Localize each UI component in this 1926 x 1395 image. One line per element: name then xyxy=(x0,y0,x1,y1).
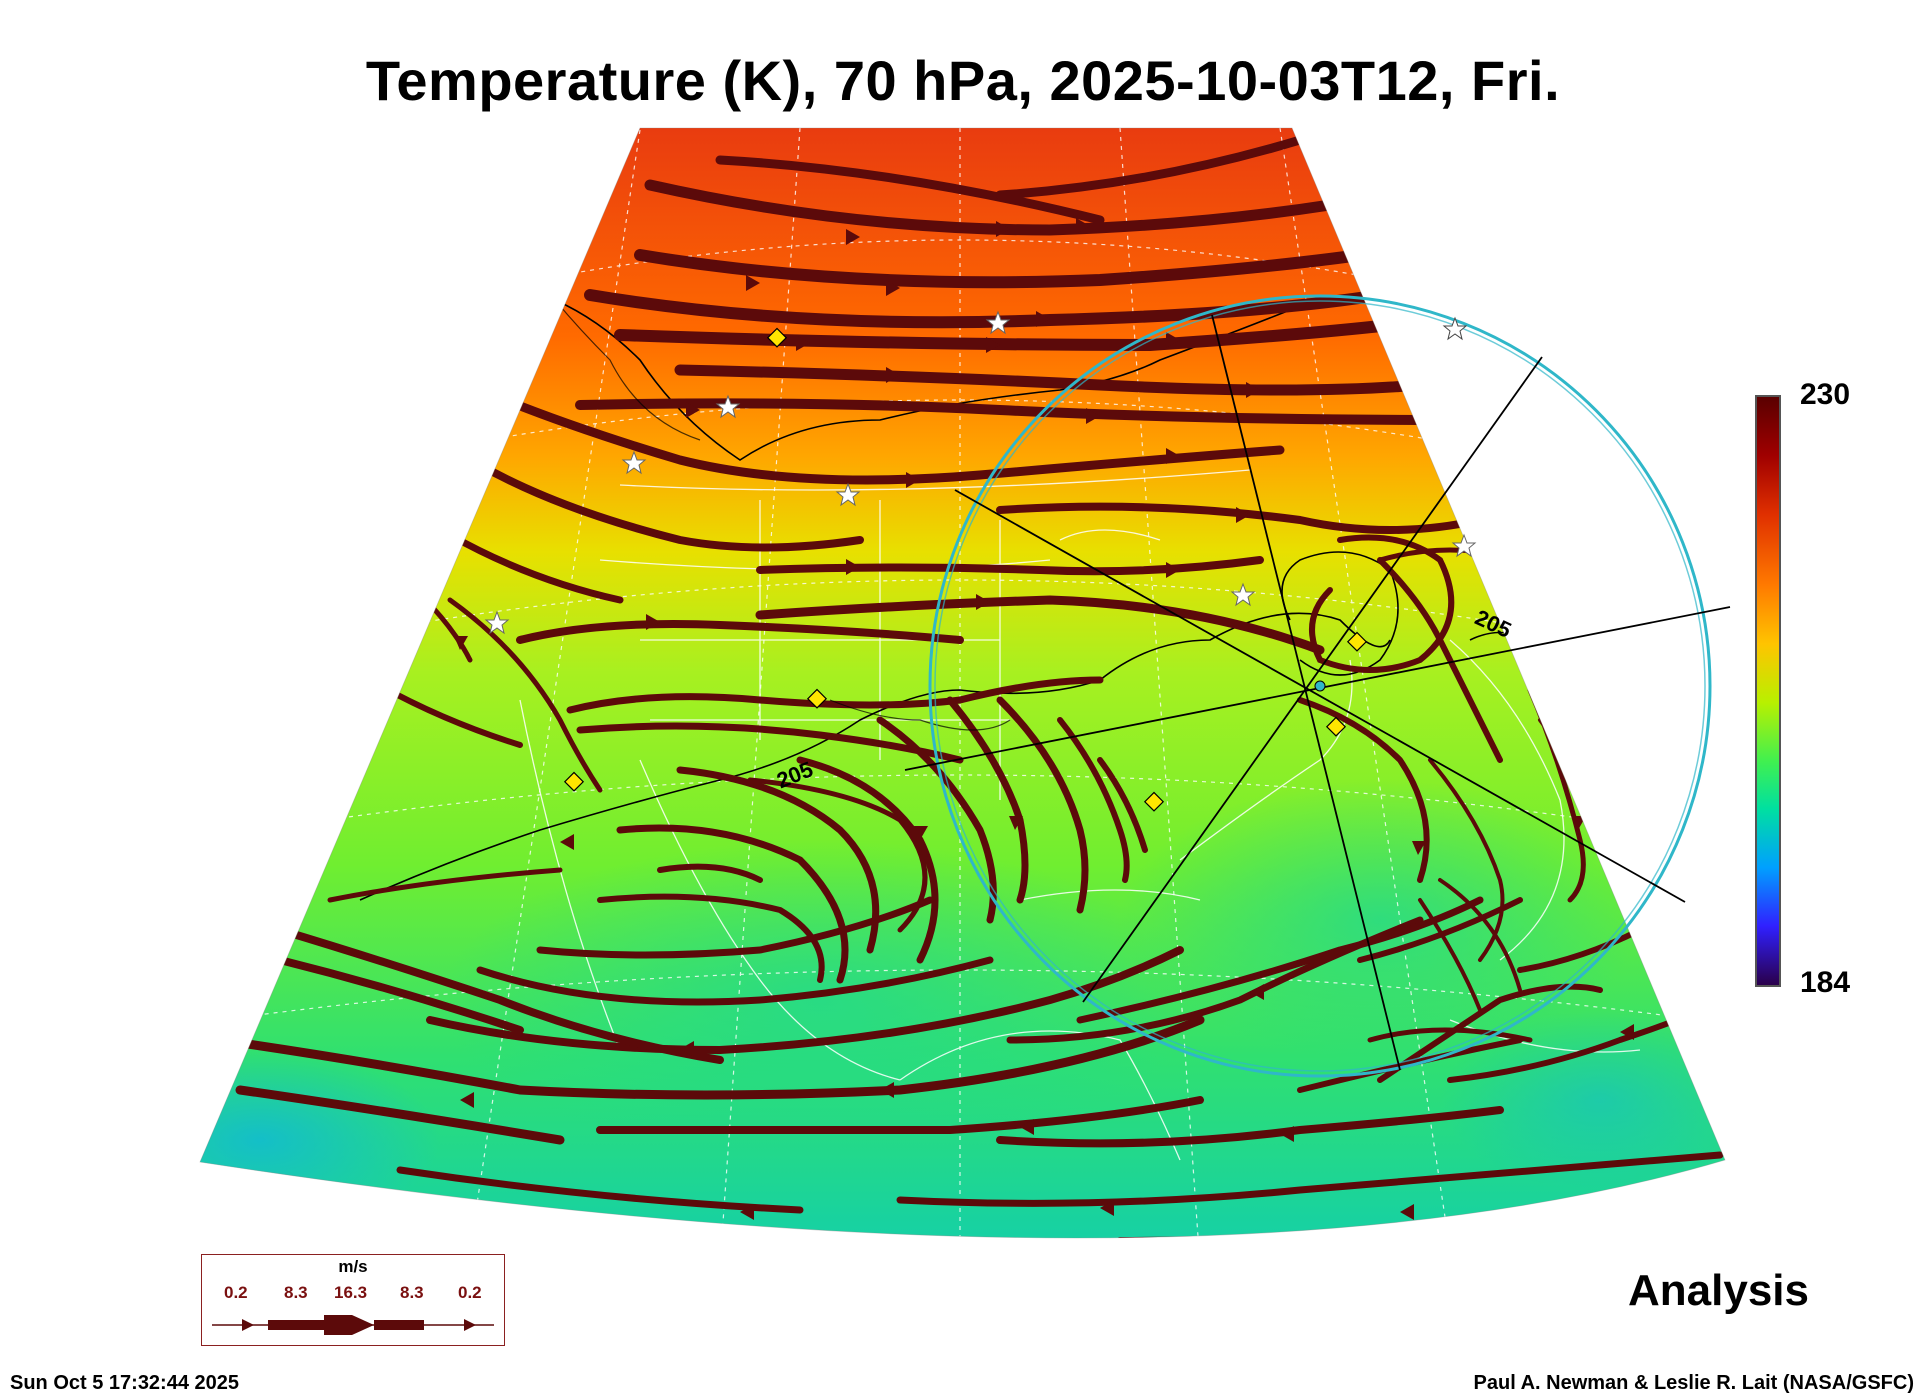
star-marker xyxy=(1442,316,1468,341)
temperature-field xyxy=(200,128,1725,1239)
wind-legend-value: 8.3 xyxy=(284,1283,308,1302)
star-markers xyxy=(484,310,1477,635)
streamline-arrows xyxy=(454,218,1634,1220)
colorbar-min-label: 184 xyxy=(1800,966,1851,999)
station-diamond xyxy=(563,771,585,792)
coastline-outlines xyxy=(554,299,1011,731)
observation-stations xyxy=(563,327,1368,812)
temperature-colorbar xyxy=(1755,395,1781,987)
render-timestamp: Sun Oct 5 17:32:44 2025 xyxy=(10,1372,240,1394)
map-title: Temperature (K), 70 hPa, 2025-10-03T12, … xyxy=(365,49,1561,112)
wind-legend-value: 0.2 xyxy=(224,1283,248,1302)
wind-legend-value: 0.2 xyxy=(458,1283,482,1302)
star-marker xyxy=(1451,533,1477,558)
wind-legend-value: 16.3 xyxy=(334,1283,368,1302)
station-diamond xyxy=(1346,631,1368,652)
star-marker xyxy=(1230,582,1256,607)
colorbar-max-label: 230 xyxy=(1800,378,1851,411)
center-marker xyxy=(1314,680,1326,692)
wind-legend-arrow xyxy=(212,1315,494,1335)
star-marker xyxy=(985,310,1011,335)
wind-legend-value: 8.3 xyxy=(400,1283,424,1302)
author-credit: Paul A. Newman & Leslie R. Lait (NASA/GS… xyxy=(1473,1372,1914,1394)
wind-speed-legend: m/s 0.2 8.3 16.3 8.3 0.2 xyxy=(201,1254,505,1346)
station-diamond xyxy=(806,688,828,709)
range-rings xyxy=(928,294,1712,1078)
star-marker xyxy=(835,482,861,507)
analysis-label: Analysis xyxy=(1628,1266,1809,1315)
station-diamond xyxy=(766,327,788,348)
star-marker xyxy=(621,450,647,475)
wind-legend-unit: m/s xyxy=(338,1257,368,1276)
station-diamond xyxy=(1325,716,1347,737)
station-diamond xyxy=(1143,791,1165,812)
star-marker xyxy=(484,610,510,635)
star-marker xyxy=(715,394,741,419)
